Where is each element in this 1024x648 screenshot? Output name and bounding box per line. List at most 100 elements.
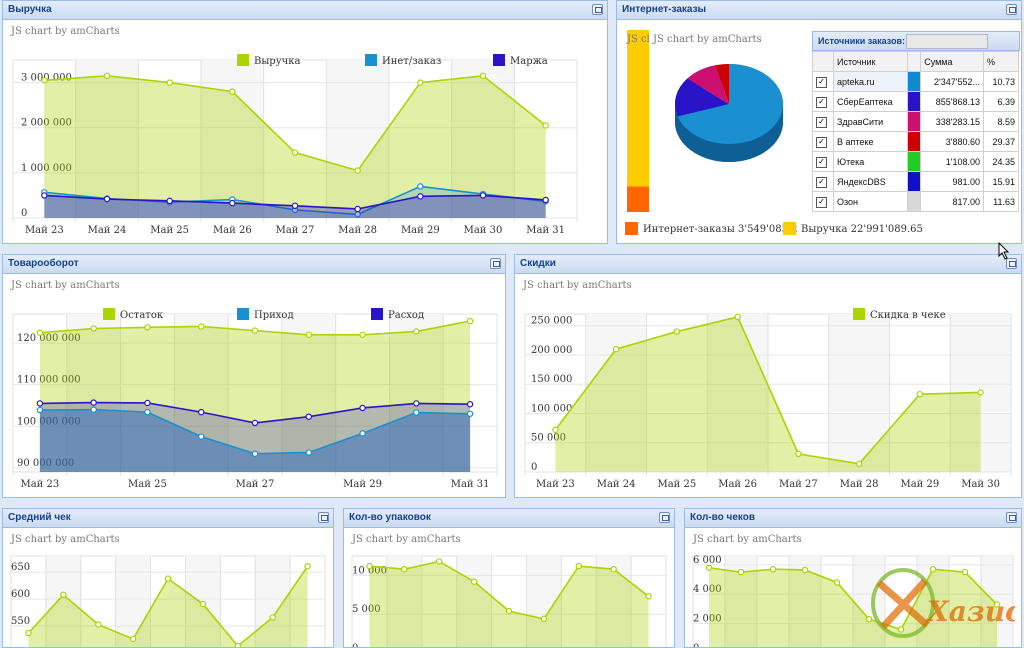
row-pct: 15.91 — [982, 171, 1020, 192]
watermark-text: JS chart by amCharts — [10, 534, 120, 545]
orders-filter-input[interactable] — [906, 34, 988, 49]
data-point — [865, 615, 873, 623]
data-point — [234, 642, 241, 647]
row-checkbox[interactable]: ✓ — [812, 111, 834, 132]
revenue-panel-header: Выручка — [3, 1, 607, 20]
table-row[interactable]: ✓ ЗдравСити 338'283.15 8.59 — [812, 111, 1020, 132]
data-point — [90, 399, 97, 406]
data-point — [60, 591, 67, 599]
x-tick-label: Май 23 — [20, 479, 59, 490]
y-tick-label: 600 — [11, 589, 30, 600]
orders-panel-header: Интернет-заказы — [617, 1, 1021, 20]
restore-icon[interactable] — [1006, 512, 1017, 523]
data-point — [705, 564, 713, 571]
checks-panel-title: Кол-во чеков — [690, 512, 756, 523]
x-tick-label: Май 25 — [657, 479, 696, 490]
pie-slice — [675, 78, 729, 117]
row-checkbox[interactable]: ✓ — [812, 171, 834, 192]
table-row[interactable]: ✓ СберЕаптека 855'868.13 6.39 — [812, 91, 1020, 112]
table-row[interactable]: ✓ В аптеке 3'880.60 29.37 — [812, 131, 1020, 152]
avg-check-panel-header: Средний чек — [3, 509, 333, 528]
data-point — [41, 77, 48, 84]
data-point — [36, 400, 44, 407]
data-point — [291, 149, 299, 156]
row-source: В аптеке — [832, 131, 909, 152]
series-area — [555, 316, 981, 472]
data-point — [166, 79, 173, 86]
row-checkbox[interactable]: ✓ — [812, 91, 834, 112]
discounts-chart: 0 50 000 100 000 150 000 200 000 250 000 Май 2… — [522, 280, 1012, 490]
data-point — [144, 408, 151, 416]
data-point — [413, 400, 420, 407]
grid-band — [456, 556, 492, 647]
table-row[interactable]: ✓ Ютека 1'108.00 24.35 — [812, 151, 1020, 172]
grid-band — [389, 314, 444, 472]
data-point — [466, 317, 474, 325]
restore-icon[interactable] — [318, 512, 329, 523]
restore-icon[interactable] — [490, 258, 501, 269]
row-source: Озон — [832, 191, 909, 212]
row-sum: 855'868.13 — [920, 91, 984, 112]
checkbox-icon[interactable]: ✓ — [816, 136, 827, 148]
data-point — [897, 626, 905, 633]
table-row[interactable]: ✓ ЯндексDBS 981.00 15.91 — [812, 171, 1020, 192]
data-point — [855, 460, 863, 468]
y-tick-label: 0 — [531, 462, 537, 473]
col-source[interactable]: Источник — [832, 51, 909, 72]
x-tick-label: Май 29 — [343, 479, 382, 490]
checkbox-icon[interactable]: ✓ — [816, 176, 827, 188]
x-tick-label: Май 27 — [276, 225, 315, 236]
row-checkbox[interactable]: ✓ — [812, 191, 834, 212]
y-tick-label: 0 — [352, 643, 358, 648]
restore-icon[interactable] — [659, 512, 670, 523]
checks-panel: Кол-во чеков 0 2 000 4 000 6 000 JS chart by… — [684, 508, 1022, 648]
checkbox-icon[interactable]: ✓ — [816, 76, 827, 88]
data-point — [95, 621, 102, 628]
x-tick-label: Май 23 — [536, 479, 575, 490]
series-line — [708, 566, 998, 631]
data-point — [36, 329, 44, 336]
data-point — [229, 199, 236, 207]
row-sum: 817.00 — [920, 191, 984, 212]
grid-band — [326, 60, 389, 218]
x-tick-label: Май 31 — [451, 479, 490, 490]
col-sum[interactable]: Сумма — [920, 51, 984, 72]
row-checkbox[interactable]: ✓ — [812, 71, 834, 92]
data-point — [540, 615, 548, 623]
data-point — [103, 72, 111, 80]
table-row[interactable]: ✓ Озон 817.00 11.63 — [812, 191, 1020, 212]
restore-icon[interactable] — [1006, 258, 1017, 269]
data-point — [977, 389, 984, 396]
logo: Хазис — [865, 563, 1015, 643]
data-point — [90, 406, 97, 413]
watermark-text: JS chart by amCharts — [10, 26, 120, 37]
checkbox-icon[interactable]: ✓ — [816, 96, 827, 108]
data-point — [552, 426, 559, 434]
y-tick-label: 90 000 000 — [17, 458, 74, 469]
checkbox-icon[interactable]: ✓ — [816, 156, 827, 168]
checkbox-icon[interactable]: ✓ — [816, 196, 827, 208]
row-checkbox[interactable]: ✓ — [812, 131, 834, 152]
row-checkbox[interactable]: ✓ — [812, 151, 834, 172]
restore-icon[interactable] — [592, 4, 603, 15]
pie-slice — [677, 64, 783, 144]
data-point — [304, 563, 311, 570]
row-pct: 6.39 — [982, 91, 1020, 112]
row-pct: 29.37 — [982, 131, 1020, 152]
data-point — [413, 328, 420, 335]
data-point — [993, 601, 1001, 608]
col-pct[interactable]: % — [982, 51, 1020, 72]
row-color — [907, 111, 922, 132]
data-point — [612, 345, 620, 353]
avg-check-panel-title: Средний чек — [8, 512, 71, 523]
table-row[interactable]: ✓ apteka.ru 2'347'552... 10.73 — [812, 71, 1020, 92]
checkbox-icon[interactable]: ✓ — [816, 116, 827, 128]
grid-band — [585, 314, 647, 472]
restore-icon[interactable] — [1006, 4, 1017, 15]
y-tick-label: 150 000 — [531, 374, 572, 385]
row-color — [907, 191, 922, 212]
legend-swatch — [365, 54, 377, 66]
x-tick-label: Май 28 — [338, 225, 377, 236]
data-point — [359, 404, 366, 412]
data-point — [769, 566, 777, 573]
